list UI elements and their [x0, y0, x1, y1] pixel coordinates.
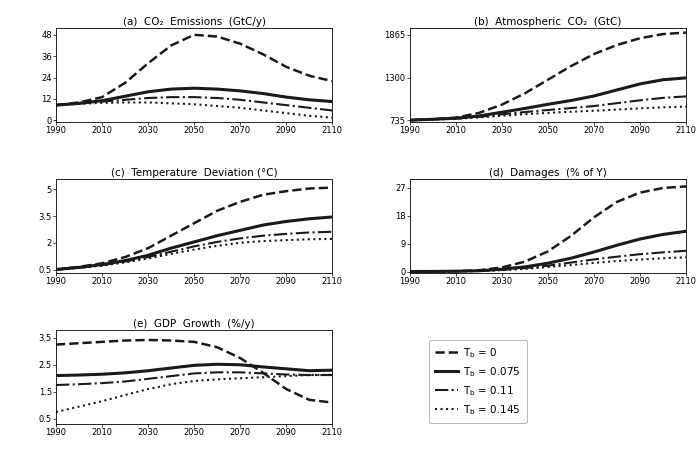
Legend: $\mathregular{T_b}$ = 0, $\mathregular{T_b}$ = 0.075, $\mathregular{T_b}$ = 0.11: $\mathregular{T_b}$ = 0, $\mathregular{T… — [428, 340, 527, 423]
Title: (a)  CO₂  Emissions  (GtC/y): (a) CO₂ Emissions (GtC/y) — [122, 17, 266, 27]
Title: (d)  Damages  (% of Y): (d) Damages (% of Y) — [489, 168, 607, 178]
Title: (c)  Temperature  Deviation (°C): (c) Temperature Deviation (°C) — [111, 168, 277, 178]
Title: (b)  Atmospheric  CO₂  (GtC): (b) Atmospheric CO₂ (GtC) — [474, 17, 622, 27]
Title: (e)  GDP  Growth  (%/y): (e) GDP Growth (%/y) — [133, 319, 255, 329]
